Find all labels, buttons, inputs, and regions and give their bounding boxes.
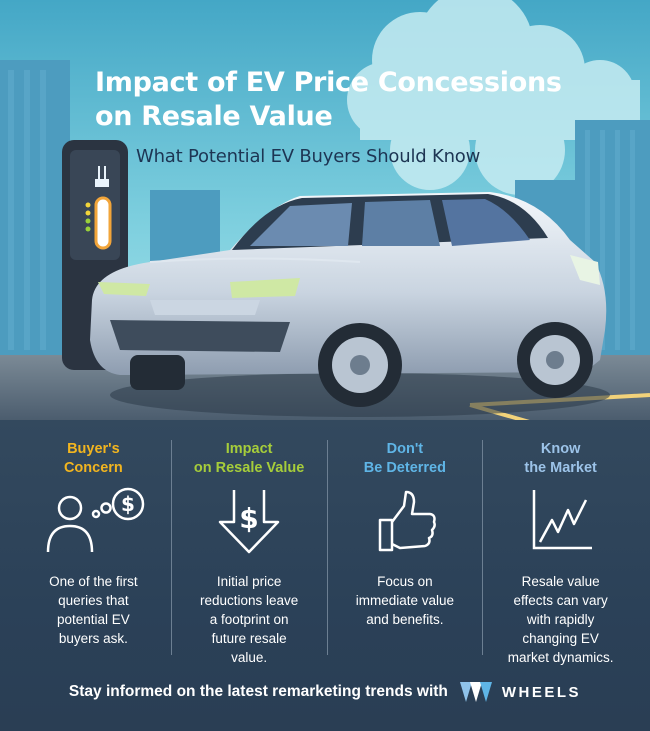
column-buyers-concern: Buyer's Concern $ One of the first queri… [16,440,171,655]
page-title: Impact of EV Price Concessions on Resale… [95,66,562,134]
column-heading: Impact on Resale Value [193,441,305,476]
column-impact-resale: Impact on Resale Value $ Initial price r… [170,440,327,665]
market-chart-icon [489,482,632,560]
column-body: Focus on immediate value and benefits. [355,574,455,627]
column-heading: Know the Market [524,441,597,476]
clouds [347,0,640,195]
page-subtitle: What Potential EV Buyers Should Know [136,146,481,167]
svg-text:$: $ [239,502,258,535]
wheels-logo-text: WHEELS [501,683,582,701]
person-thinking-dollar-icon: $ [22,482,165,560]
footer: Stay informed on the latest remarketing … [0,672,650,712]
column-body: Initial price reductions leave a footpri… [199,574,299,665]
info-columns: Buyer's Concern $ One of the first queri… [16,440,638,665]
column-body: One of the first queries that potential … [49,574,138,646]
column-heading: Buyer's Concern [63,441,123,476]
column-know-market: Know the Market Resale value effects can… [482,440,638,665]
info-panel [0,420,650,731]
title-line-2: on Resale Value [95,101,333,132]
wheels-logo-icon [459,682,492,702]
title-line-1: Impact of EV Price Concessions [95,67,562,98]
footer-text: Stay informed on the latest remarketing … [68,683,448,700]
column-dont-be-deterred: Don't Be Deterred Focus on immediate val… [326,440,483,655]
hero-illustration: Impact of EV Price Concessions on Resale… [0,0,650,440]
thumbs-up-icon [334,482,477,560]
wheels-logo[interactable]: WHEELS [458,680,581,704]
ev-charger [62,140,128,370]
svg-text:$: $ [121,492,135,516]
column-heading: Don't Be Deterred [363,441,446,476]
column-body: Resale value effects can vary with rapid… [507,574,614,665]
ev-car [90,192,610,417]
dollar-down-arrow-icon: $ [178,482,321,560]
